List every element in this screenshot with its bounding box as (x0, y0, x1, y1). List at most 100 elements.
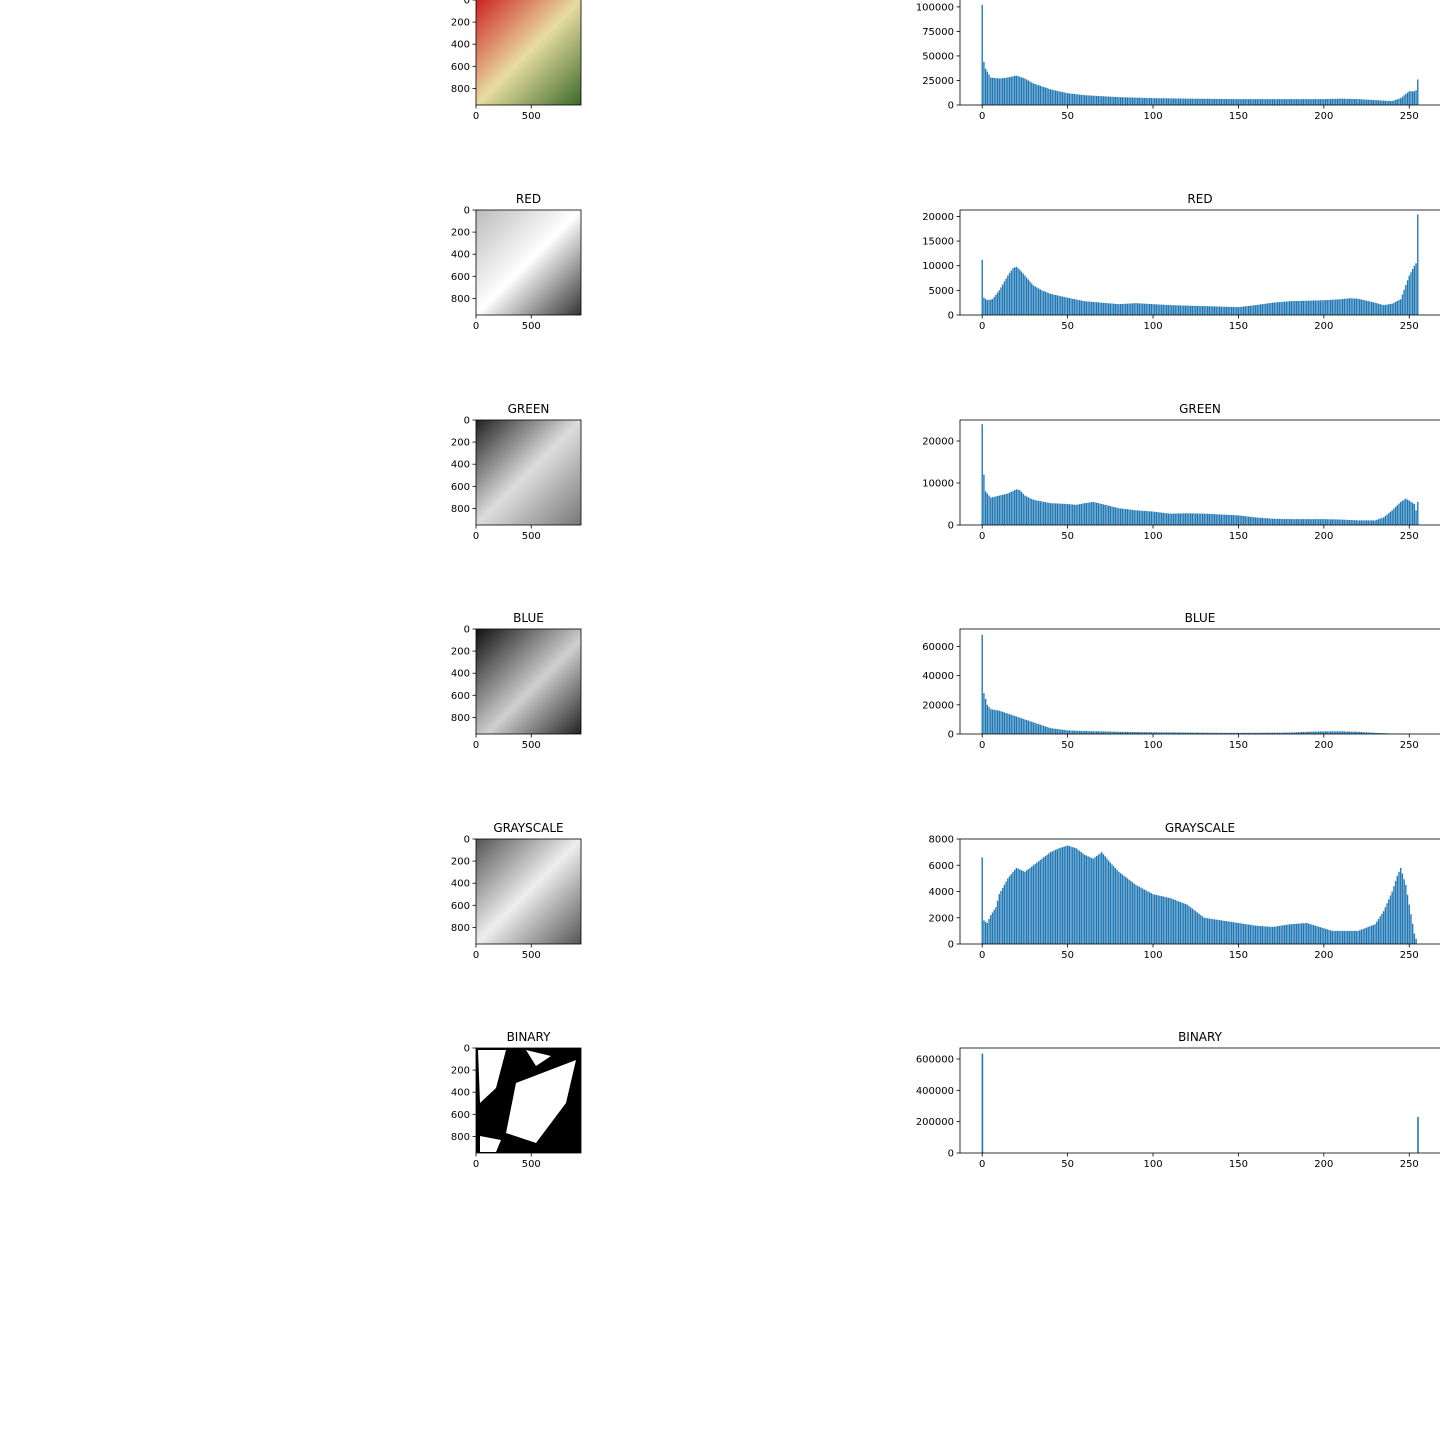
histogram-bar (1364, 300, 1366, 315)
image-panel: 0 200 400 600 800 0 500 GRAYSCALE (451, 821, 582, 961)
histogram-bar (1343, 930, 1346, 944)
histogram-bar (1374, 520, 1376, 525)
histogram-bar (995, 496, 997, 525)
image-y-tick-label: 600 (451, 482, 470, 493)
histogram-y-tick-label: 100000 (916, 2, 954, 13)
histogram-bar (1205, 98, 1207, 105)
histogram-bar (1278, 732, 1281, 734)
histogram-bar (1249, 732, 1252, 734)
histogram-bar (1136, 885, 1139, 944)
histogram-bar (1125, 97, 1127, 105)
histogram-bar (1186, 732, 1188, 734)
image-x-tick-label: 500 (522, 111, 541, 122)
histogram-bar (984, 699, 987, 734)
histogram-bar (1282, 925, 1284, 944)
histogram-bar (1323, 731, 1325, 734)
histogram-bar (1362, 520, 1364, 525)
histogram-bar (1230, 921, 1233, 944)
histogram-bar (1049, 852, 1052, 944)
histogram-bar (1002, 78, 1004, 105)
histogram-bar (1172, 732, 1175, 734)
histogram-bar (1090, 502, 1093, 525)
histogram-bar (1299, 732, 1301, 734)
histogram-bar (1331, 519, 1334, 525)
histogram-bar (1210, 732, 1212, 734)
histogram-bar (1005, 713, 1007, 734)
histogram-bar (1181, 98, 1183, 105)
histogram-bar (1114, 731, 1117, 734)
histogram-bar (983, 297, 985, 315)
image-y-tick-label: 200 (451, 647, 470, 658)
histogram-bar (1275, 518, 1277, 525)
histogram-bar (1215, 919, 1217, 944)
histogram-bar (1321, 519, 1323, 525)
histogram-bar (1048, 293, 1050, 315)
image-y-tick-label: 800 (451, 294, 470, 305)
histogram-bar (1207, 732, 1209, 734)
histogram-y-tick-label: 0 (948, 101, 954, 112)
histogram-bar (1039, 501, 1041, 525)
histogram-bar (988, 707, 990, 734)
histogram-bar (1321, 731, 1323, 734)
histogram-bar (1318, 300, 1320, 315)
histogram-x-tick-label: 100 (1143, 111, 1162, 122)
histogram-bar (1196, 513, 1199, 525)
histogram-bars (981, 634, 1419, 734)
histogram-bar (1101, 731, 1103, 734)
histogram-panel: 0 20000 40000 60000 0 50 100 150 200 250 BLUE (922, 611, 1440, 751)
histogram-bar (1273, 732, 1275, 734)
histogram-bar (1002, 711, 1004, 734)
histogram-bar (1029, 498, 1031, 525)
histogram-bar (1227, 514, 1229, 525)
histogram-bar (1154, 98, 1156, 105)
histogram-bar (1104, 504, 1106, 525)
histogram-bar (1357, 520, 1359, 525)
histogram-bar (1268, 518, 1270, 525)
histogram-bar (1324, 731, 1327, 734)
histogram-bar (1396, 301, 1398, 315)
histogram-bar (1377, 100, 1380, 105)
histogram-bar (1314, 300, 1316, 315)
histogram-title: GRAYSCALE (1165, 821, 1235, 835)
histogram-bar (1288, 301, 1291, 315)
histogram-bar (1316, 519, 1318, 525)
histogram-bar (1413, 504, 1416, 525)
histogram-bar (1212, 514, 1214, 525)
histogram-bar (1321, 300, 1323, 315)
histogram-bar (1229, 514, 1231, 525)
histogram-bar (1195, 98, 1197, 105)
histogram-bar (1331, 98, 1334, 105)
histogram-bar (1077, 849, 1079, 944)
histogram-bar (995, 78, 997, 105)
histogram-bar (1365, 520, 1368, 525)
histogram-bar (1189, 513, 1192, 525)
image-frame (475, 838, 582, 945)
histogram-bar (1056, 729, 1059, 734)
histogram-bar (1032, 499, 1035, 525)
histogram-bar (1328, 519, 1330, 525)
histogram-bar (1054, 849, 1057, 944)
histogram-bar (1318, 731, 1320, 734)
histogram-bars (981, 1053, 1419, 1153)
histogram-bar (1107, 303, 1110, 315)
histogram-bar (1043, 501, 1045, 525)
histogram-bar (1060, 296, 1062, 315)
histogram-bar (998, 710, 1000, 734)
histogram-bar (1012, 76, 1014, 105)
histogram-bar (1251, 925, 1253, 944)
histogram-bar (1304, 99, 1306, 105)
histogram-bar (1381, 733, 1383, 734)
histogram-bar (1268, 303, 1270, 315)
histogram-bar (1335, 98, 1337, 105)
histogram-bar (1183, 903, 1185, 944)
histogram-bar (1056, 90, 1059, 105)
histogram-bar (1036, 862, 1038, 944)
histogram-bar (1154, 732, 1156, 734)
histogram-bar (1167, 305, 1170, 315)
image-y-tick-label: 200 (451, 228, 470, 239)
histogram-bar (1131, 97, 1134, 105)
histogram-bar (991, 77, 994, 105)
histogram-bar (1017, 76, 1019, 105)
histogram-bar (1046, 854, 1048, 944)
histogram-bar (1345, 930, 1347, 944)
